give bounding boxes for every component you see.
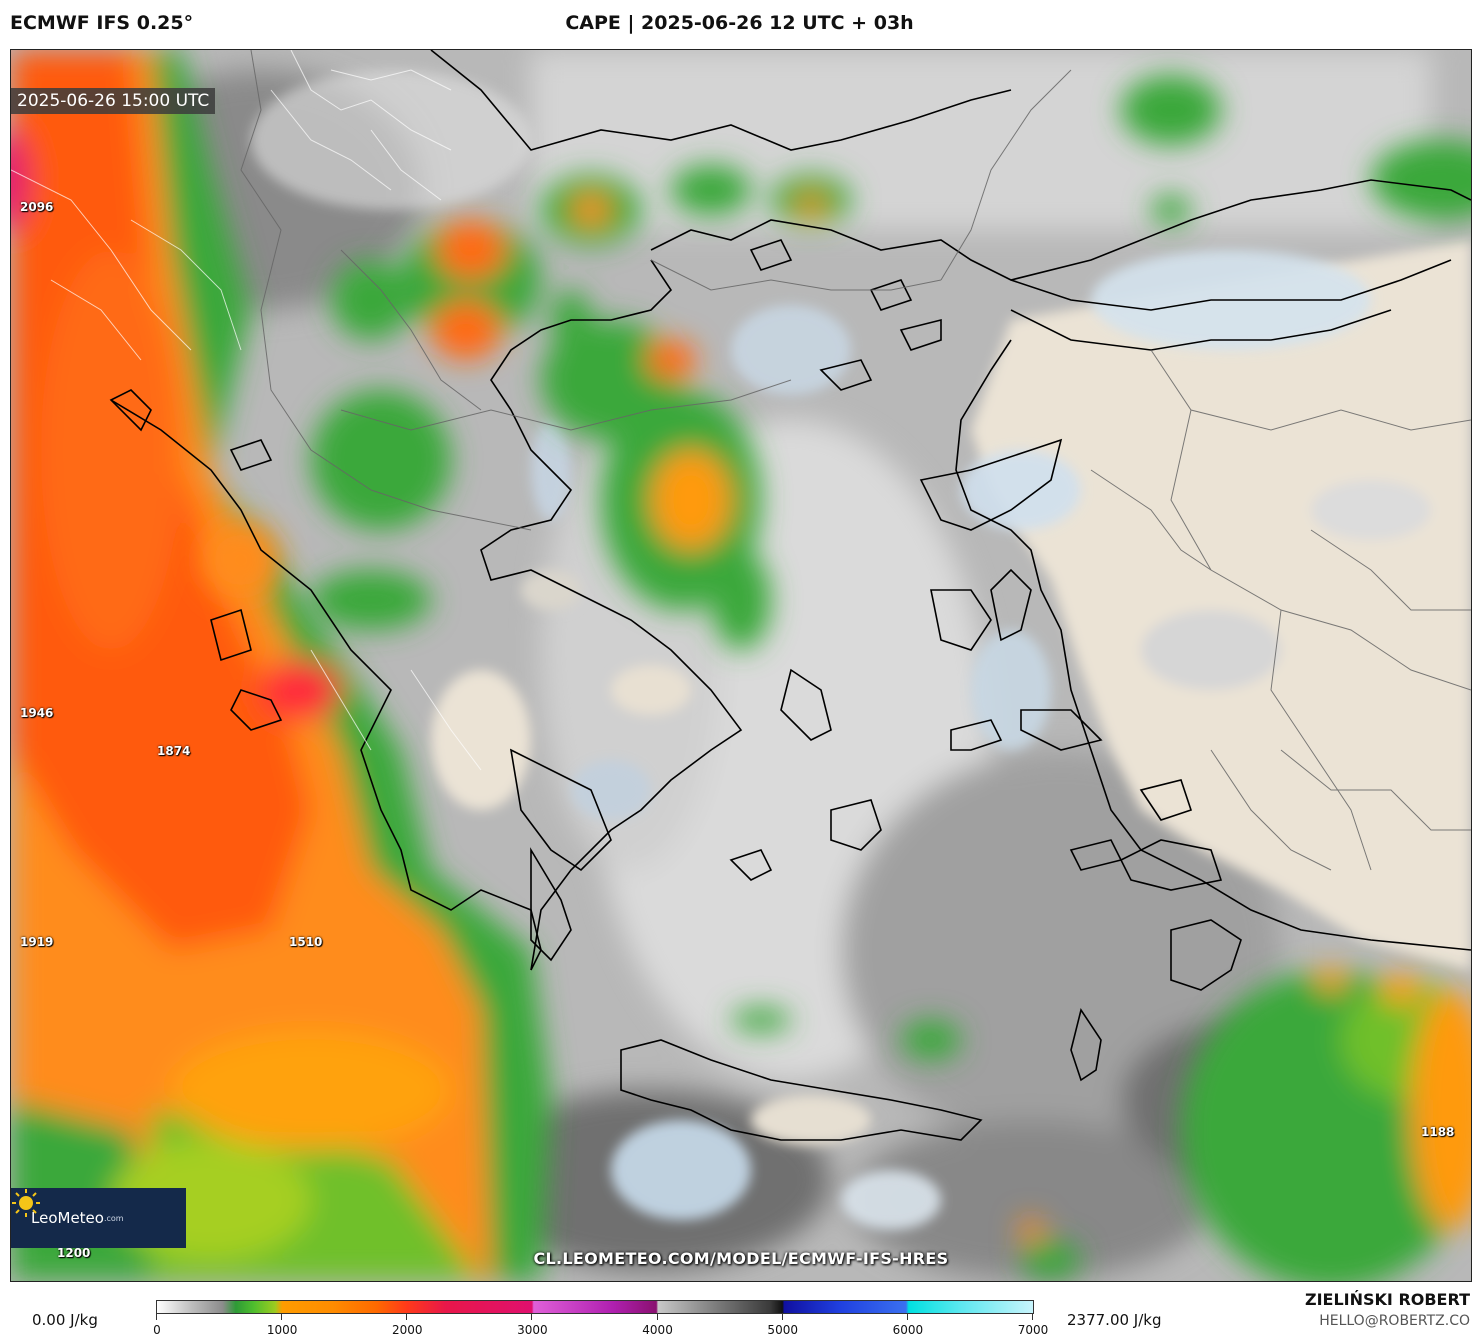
greece-land-patches bbox=[431, 570, 871, 1145]
colorbar-tick-label: 7000 bbox=[1017, 1323, 1049, 1337]
map-canvas bbox=[11, 50, 1471, 1281]
balkan-convection bbox=[201, 165, 851, 650]
colorbar-tick bbox=[906, 1314, 908, 1320]
colorbar-tick-label: 4000 bbox=[642, 1323, 673, 1337]
logo-suffix: .com bbox=[103, 1213, 124, 1223]
cape-value-label: 1946 bbox=[20, 706, 54, 720]
colorbar bbox=[156, 1300, 1034, 1314]
colorbar-tick-label: 5000 bbox=[767, 1323, 798, 1337]
colorbar-tick-label: 2000 bbox=[392, 1323, 423, 1337]
colorbar-tick-label: 0 bbox=[153, 1323, 161, 1337]
logo-name: LeoMeteo bbox=[31, 1209, 104, 1227]
coastlines bbox=[109, 50, 1471, 1141]
regional-borders bbox=[11, 50, 482, 771]
colorbar-tick bbox=[156, 1314, 157, 1320]
colorbar-tick-label: 6000 bbox=[892, 1323, 924, 1337]
cape-value-label: 1510 bbox=[289, 935, 323, 949]
colorbar-min-label: 0.00 J/kg bbox=[32, 1311, 98, 1329]
colorbar-tick-label: 3000 bbox=[517, 1323, 548, 1337]
colorbar-tick bbox=[531, 1314, 533, 1320]
northern-grey bbox=[251, 70, 531, 210]
cape-map: 2025-06-26 15:00 UTC 2096 1946 1874 1919… bbox=[10, 49, 1472, 1282]
colorbar-tick-label: 1000 bbox=[266, 1323, 298, 1337]
colorbar-tick bbox=[1032, 1314, 1033, 1320]
eastern-convection bbox=[731, 75, 1471, 1281]
cape-value-label: 1874 bbox=[157, 744, 191, 758]
cape-value-label: 1919 bbox=[20, 935, 54, 949]
header-title: CAPE | 2025-06-26 12 UTC + 03h bbox=[565, 12, 914, 34]
colorbar-tick bbox=[656, 1314, 658, 1320]
author-credit: ZIELIŃSKI ROBERT bbox=[1304, 1290, 1470, 1309]
valid-time-label: 2025-06-26 15:00 UTC bbox=[11, 88, 216, 114]
cape-value-label: 1188 bbox=[1421, 1125, 1455, 1139]
anatolia-land bbox=[971, 240, 1471, 970]
leometeo-logo[interactable]: LeoMeteo .com bbox=[11, 1188, 186, 1248]
sun-icon bbox=[12, 1189, 40, 1217]
model-url: CL.LEOMETEO.COM/MODEL/ECMWF-IFS-HRES bbox=[533, 1249, 949, 1268]
cape-value-label: 1200 bbox=[57, 1246, 91, 1260]
colorbar-tick bbox=[781, 1314, 783, 1320]
borders bbox=[240, 50, 1471, 871]
western-cape-field bbox=[11, 50, 551, 1281]
colorbar-tick bbox=[406, 1314, 408, 1320]
colorbar-max-label: 2377.00 J/kg bbox=[1067, 1311, 1162, 1329]
cape-value-label: 2096 bbox=[20, 200, 54, 214]
author-email[interactable]: HELLO@ROBERTZ.CO bbox=[1319, 1313, 1470, 1329]
colorbar-tick bbox=[281, 1314, 283, 1320]
header-model-label: ECMWF IFS 0.25° bbox=[10, 12, 194, 34]
